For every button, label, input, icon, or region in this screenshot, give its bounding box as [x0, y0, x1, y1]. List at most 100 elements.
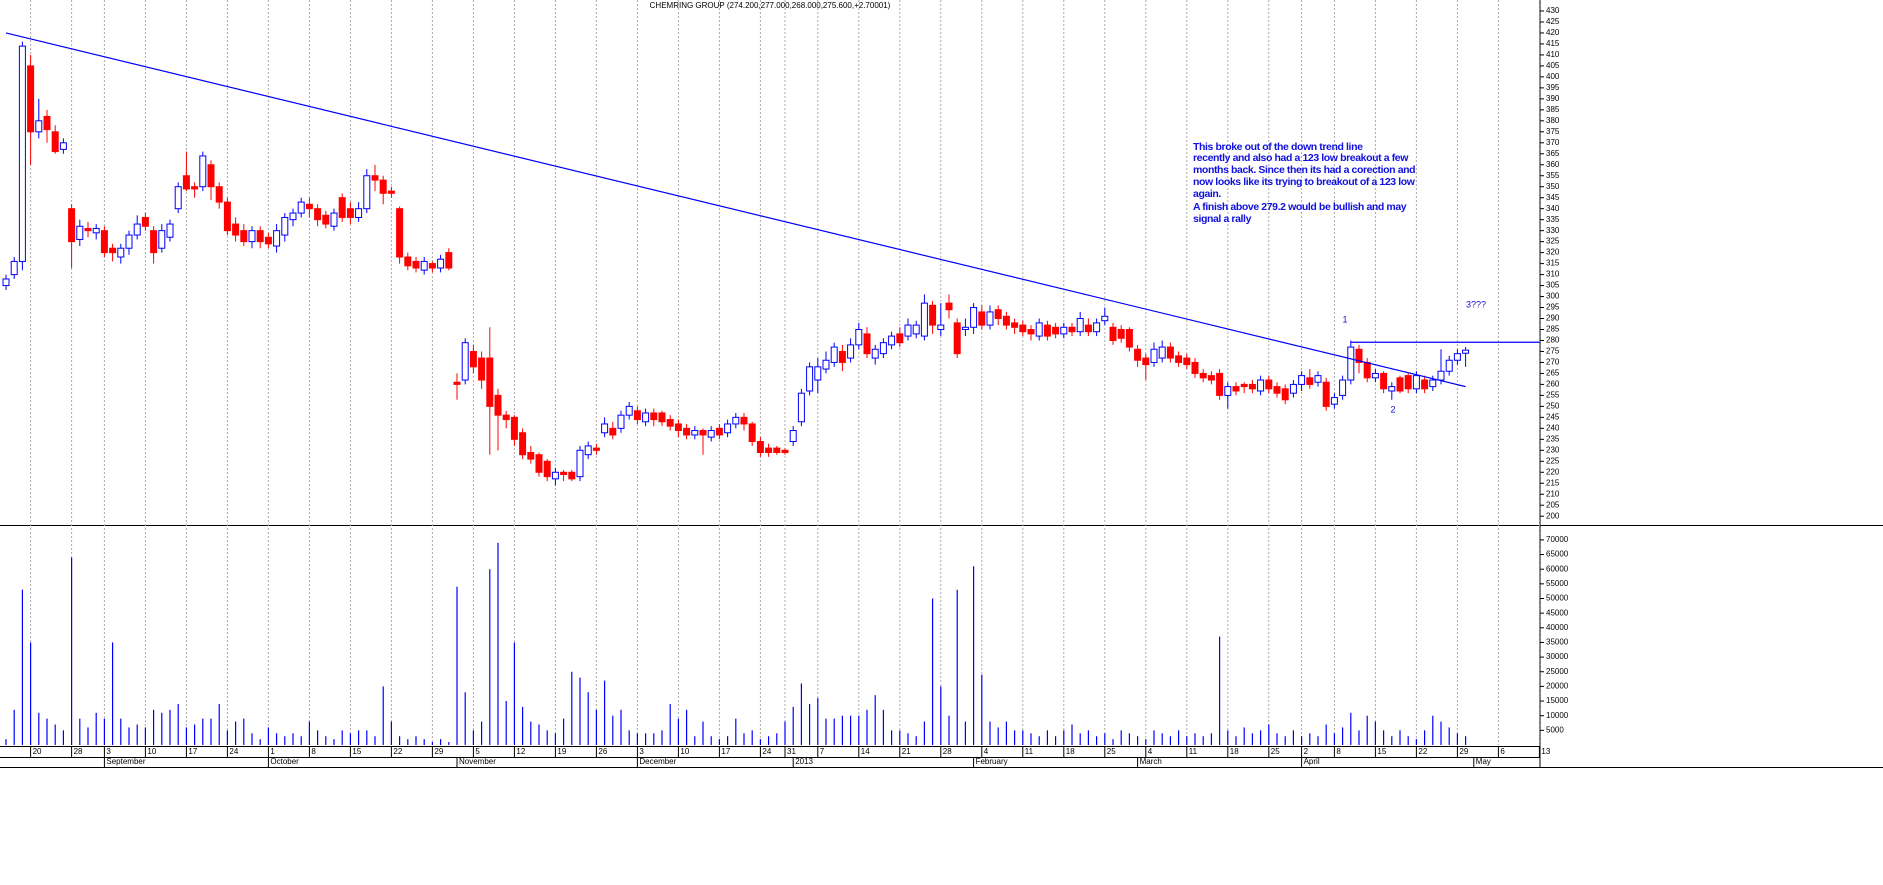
candle-body	[1183, 357, 1191, 366]
candle-body	[125, 234, 133, 249]
y-tick-label: 205	[1546, 500, 1560, 509]
volume-tick-label: 15000	[1546, 696, 1569, 705]
candle-body	[756, 441, 764, 454]
candle-body	[18, 45, 26, 262]
y-tick-label: 365	[1546, 149, 1560, 158]
candle-body	[264, 236, 272, 245]
candle-body	[117, 247, 125, 258]
candle-body	[27, 65, 35, 133]
candle-body	[35, 120, 43, 133]
candle-body	[297, 201, 305, 214]
candle-body	[305, 203, 313, 210]
candle-body	[1322, 381, 1330, 407]
x-tick-label: 17	[188, 747, 197, 756]
x-tick-label: 15	[352, 747, 361, 756]
candle-body	[281, 216, 289, 236]
note-line: signal a rally	[1193, 213, 1252, 225]
x-tick-label: 10	[680, 747, 689, 756]
candle-body	[1142, 357, 1150, 366]
candle-body	[1109, 326, 1117, 341]
marker-label: 1	[1342, 314, 1347, 324]
x-tick-label: 20	[33, 747, 42, 756]
candle-body	[379, 179, 387, 194]
candle-body	[1093, 322, 1101, 333]
candle-body	[732, 416, 740, 425]
candle-body	[1043, 324, 1051, 337]
x-tick-label: 11	[1025, 747, 1034, 756]
x-tick-label: 6	[1500, 747, 1505, 756]
note: This broke out of the down trend line re…	[1193, 141, 1416, 225]
candle-body	[387, 190, 395, 194]
candle-body	[1224, 386, 1232, 396]
candle-body	[904, 324, 912, 337]
y-tick-label: 345	[1546, 193, 1560, 202]
candle-body	[674, 423, 682, 432]
candle-body	[748, 423, 756, 443]
candle-body	[141, 216, 149, 227]
candle-body	[519, 432, 527, 456]
y-tick-label: 325	[1546, 237, 1560, 246]
candle-body	[166, 223, 174, 238]
candle-body	[461, 342, 469, 381]
month-label: December	[639, 757, 676, 766]
note-line: months back. Since then its had a corect…	[1193, 164, 1415, 176]
y-tick-label: 375	[1546, 127, 1560, 136]
y-tick-label: 385	[1546, 105, 1560, 114]
month-label: October	[270, 757, 299, 766]
candle-body	[486, 357, 494, 407]
candle-body	[133, 223, 141, 236]
candle-body	[1232, 386, 1240, 392]
candle-body	[527, 452, 535, 460]
y-tick-label: 410	[1546, 50, 1560, 59]
x-tick-label: 10	[147, 747, 156, 756]
candle-body	[814, 366, 822, 381]
candle-body	[1019, 324, 1027, 333]
candle-body	[437, 258, 445, 269]
candle-body	[535, 454, 543, 473]
x-tick-label: 22	[393, 747, 402, 756]
candle-body	[494, 394, 502, 416]
y-tick-label: 255	[1546, 391, 1560, 400]
candle-body	[822, 359, 830, 370]
candle-body	[789, 430, 797, 443]
candle-body	[510, 416, 518, 440]
candle-body	[215, 186, 223, 203]
y-tick-label: 425	[1546, 17, 1560, 26]
candle-body	[666, 419, 674, 427]
candle-body	[1166, 346, 1174, 359]
candle-body	[1076, 318, 1084, 333]
x-tick-label: 31	[787, 747, 796, 756]
candle-body	[699, 430, 707, 436]
y-tick-label: 420	[1546, 28, 1560, 37]
volume-tick-label: 5000	[1546, 725, 1564, 734]
candle-body	[289, 212, 297, 221]
volume-tick-label: 10000	[1546, 711, 1569, 720]
note-line: A finish above 279.2 would be bullish an…	[1193, 201, 1407, 213]
y-tick-label: 285	[1546, 325, 1560, 334]
x-tick-label: 4	[1148, 747, 1153, 756]
y-tick-label: 295	[1546, 303, 1560, 312]
candle-body	[1421, 379, 1429, 390]
candle-body	[420, 260, 428, 271]
y-tick-label: 355	[1546, 171, 1560, 180]
y-tick-label: 215	[1546, 478, 1560, 487]
y-tick-label: 380	[1546, 116, 1560, 125]
note-line: This broke out of the down trend line	[1193, 141, 1363, 153]
x-tick-label: 25	[1107, 747, 1116, 756]
y-tick-label: 415	[1546, 39, 1560, 48]
candle-body	[207, 164, 215, 188]
volume-tick-label: 20000	[1546, 682, 1569, 691]
x-tick-label: 8	[311, 747, 316, 756]
volume-tick-label: 60000	[1546, 564, 1569, 573]
candle-body	[1101, 315, 1109, 322]
candle-body	[937, 324, 945, 330]
x-tick-label: 14	[861, 747, 870, 756]
y-tick-label: 225	[1546, 456, 1560, 465]
marker-label: 3???	[1466, 299, 1486, 309]
y-tick-label: 310	[1546, 270, 1560, 279]
candle-body	[1462, 349, 1470, 354]
candle-body	[1199, 372, 1207, 379]
volume-tick-label: 50000	[1546, 594, 1569, 603]
candle-body	[609, 427, 617, 436]
y-tick-label: 275	[1546, 347, 1560, 356]
